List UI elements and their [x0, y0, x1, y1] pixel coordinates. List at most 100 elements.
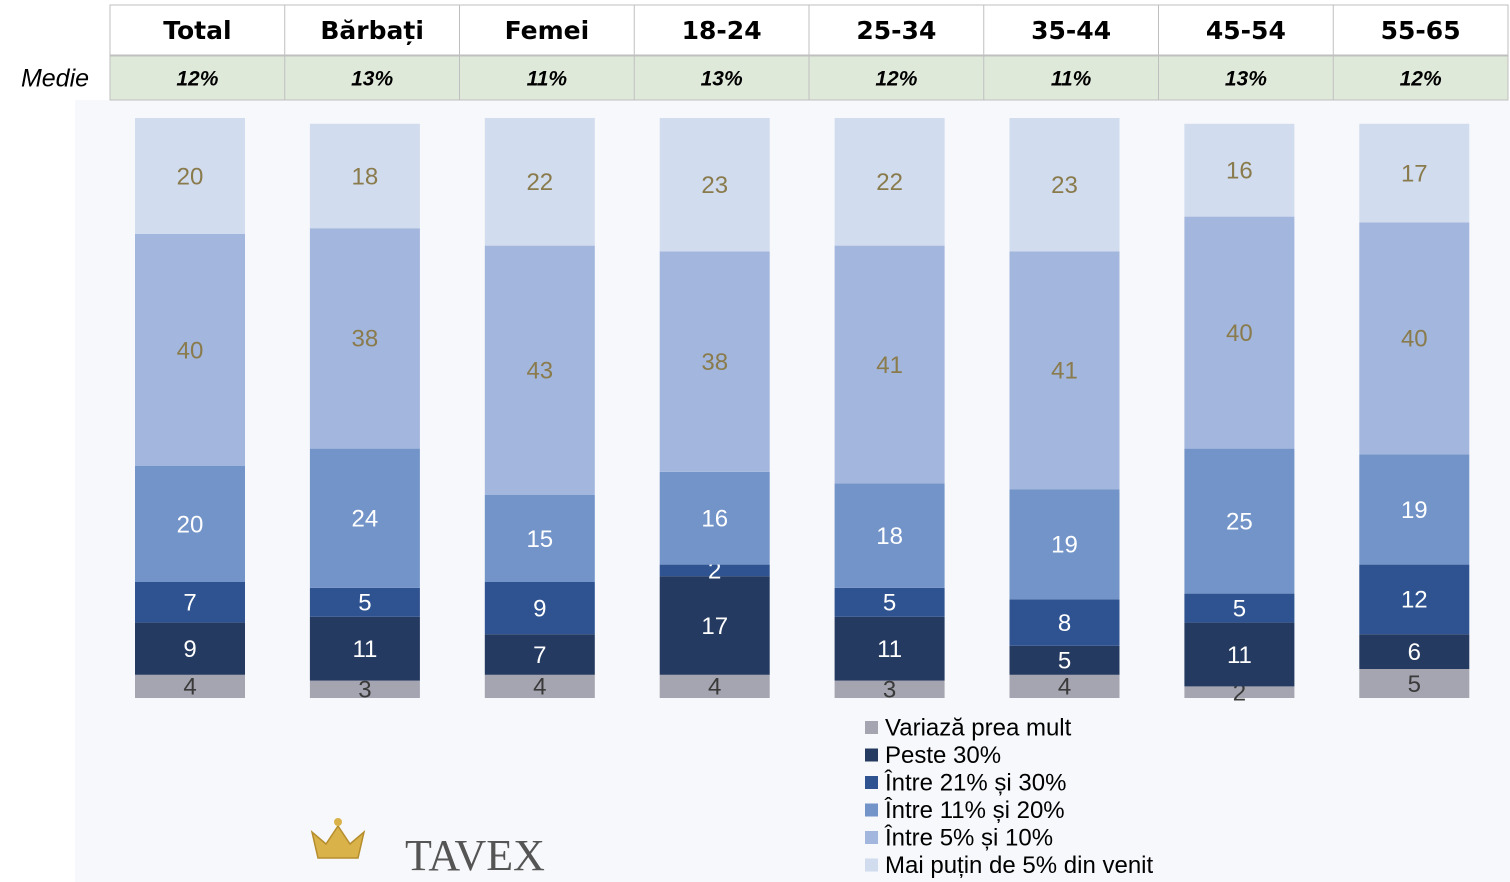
- bar-segment: [135, 582, 245, 623]
- bar-segment: [1184, 448, 1295, 594]
- column-header: 25-34: [856, 16, 936, 45]
- bar-segment: [484, 634, 595, 675]
- data-label: 12: [1401, 587, 1428, 614]
- legend-swatch: [865, 803, 878, 817]
- bar-segment: [1184, 622, 1295, 687]
- data-label: 40: [1226, 320, 1253, 347]
- column-header: Bărbați: [320, 16, 424, 45]
- logo: TAVEX: [310, 818, 545, 880]
- legend-label: Între 21% și 30%: [884, 769, 1066, 796]
- logo-text: TAVEX: [405, 831, 545, 880]
- data-label: 23: [1051, 172, 1078, 199]
- data-label: 9: [533, 595, 546, 622]
- data-label: 15: [526, 526, 553, 553]
- medie-value: 11%: [527, 68, 568, 91]
- bar-segment: [659, 674, 770, 698]
- data-label: 11: [877, 636, 902, 663]
- bar-segment: [135, 674, 245, 698]
- legend-label: Mai puțin de 5% din venit: [885, 852, 1153, 879]
- bar-segment: [1359, 454, 1470, 565]
- bar-segment: [1009, 599, 1120, 646]
- data-label: 23: [701, 172, 728, 199]
- bar-segment: [1184, 216, 1295, 449]
- bar-segment: [135, 234, 245, 466]
- bar-segment: [834, 483, 945, 588]
- data-label: 41: [1051, 358, 1078, 385]
- data-label: 17: [1401, 160, 1428, 187]
- data-label: 40: [1401, 326, 1428, 353]
- bar-segment: [135, 118, 245, 234]
- bar-segment: [1184, 593, 1295, 623]
- data-label: 22: [876, 169, 903, 196]
- data-label: 3: [358, 677, 371, 704]
- column-header: 55-65: [1381, 16, 1461, 45]
- bar-segment: [135, 466, 245, 582]
- bar-segment: [309, 228, 420, 449]
- bar-segment: [1009, 251, 1120, 490]
- medie-value: 12%: [875, 68, 917, 91]
- data-label: 41: [876, 352, 903, 379]
- legend-swatch: [865, 748, 878, 762]
- bar-segment: [484, 582, 595, 635]
- data-label: 5: [1233, 595, 1246, 622]
- data-label: 16: [701, 506, 728, 533]
- data-label: 4: [1058, 674, 1071, 701]
- bar-segment: [1009, 645, 1120, 675]
- column-header: Femei: [505, 16, 590, 45]
- data-label: 19: [1051, 532, 1078, 559]
- data-label: 38: [701, 349, 728, 376]
- column-header: Total: [163, 16, 231, 45]
- data-label: 43: [526, 358, 553, 385]
- bar-segment: [1359, 634, 1470, 669]
- bar-segment: [659, 118, 770, 252]
- bar-segment: [834, 118, 945, 246]
- bar-segment: [309, 123, 420, 229]
- data-label: 40: [177, 337, 204, 364]
- data-label: 6: [1408, 639, 1421, 666]
- data-label: 5: [1058, 648, 1071, 675]
- medie-value: 13%: [1225, 68, 1267, 91]
- bar-segment: [834, 245, 945, 484]
- plot-background: [75, 100, 1510, 882]
- bar-segment: [309, 587, 420, 617]
- data-label: 5: [358, 590, 371, 617]
- data-label: 7: [533, 642, 546, 669]
- bar-segment: [484, 495, 595, 582]
- data-label: 5: [1408, 671, 1421, 698]
- bar-segment: [659, 564, 770, 577]
- data-label: 18: [876, 523, 903, 550]
- medie-value: 12%: [1400, 68, 1442, 91]
- legend-label: Peste 30%: [885, 742, 1001, 769]
- legend-swatch: [865, 858, 878, 872]
- bar-segment: [659, 471, 770, 565]
- bar-segment: [135, 622, 245, 675]
- bar-segment: [309, 448, 420, 588]
- legend-swatch: [865, 831, 878, 844]
- data-label: 22: [526, 169, 553, 196]
- data-label: 8: [1058, 610, 1071, 637]
- medie-value: 12%: [176, 68, 218, 91]
- bar-segment: [309, 680, 420, 698]
- bar-segment: [1009, 118, 1120, 252]
- legend-label: Între 5% și 10%: [884, 824, 1053, 851]
- bar-segment: [659, 251, 770, 472]
- legend-label: Variază prea mult: [885, 714, 1072, 741]
- medie-value: 13%: [701, 68, 743, 91]
- data-label: 24: [352, 506, 379, 533]
- column-header: 18-24: [682, 16, 762, 45]
- bar-segment: [1009, 674, 1120, 698]
- bar-segment: [1359, 222, 1470, 455]
- data-label: 20: [177, 511, 204, 538]
- bar-segment: [1184, 123, 1295, 217]
- data-label: 11: [1227, 642, 1252, 669]
- column-header: 45-54: [1206, 16, 1286, 45]
- data-label: 38: [352, 326, 379, 353]
- medie-value: 13%: [351, 68, 393, 91]
- bar-segment: [1359, 123, 1470, 223]
- bar-segment: [659, 576, 770, 675]
- data-label: 5: [883, 590, 896, 617]
- data-label: 25: [1226, 508, 1253, 535]
- legend-label: Între 11% și 20%: [884, 797, 1065, 824]
- bar-segment: [834, 680, 945, 698]
- data-label: 7: [183, 590, 196, 617]
